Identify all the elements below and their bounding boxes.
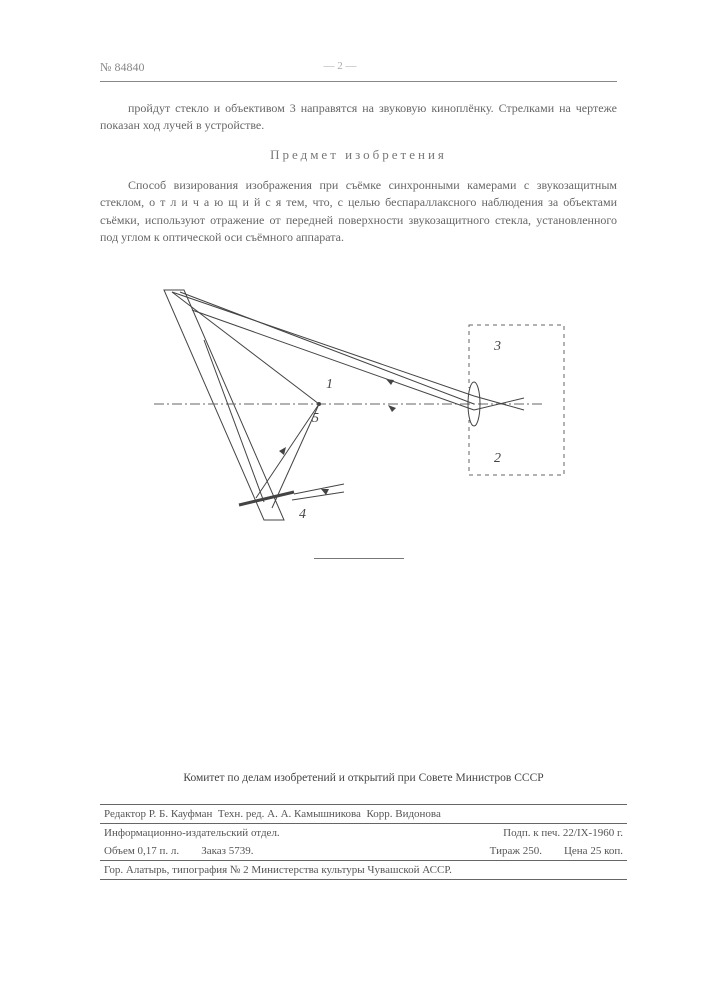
doc-number: № 84840 bbox=[100, 60, 617, 75]
arrowhead-1 bbox=[386, 379, 394, 385]
volume-order-cell: Объем 0,17 п. л. Заказ 5739. bbox=[100, 842, 416, 861]
diagram-label-5: 5 bbox=[312, 411, 319, 426]
diagram: 1 5 3 2 4 bbox=[100, 270, 617, 559]
diagram-label-4: 4 bbox=[299, 507, 306, 522]
ray-to-cross bbox=[172, 292, 319, 404]
diagram-label-2: 2 bbox=[494, 451, 501, 466]
rule-short bbox=[314, 558, 404, 559]
committee-line: Комитет по делам изобретений и открытий … bbox=[100, 772, 627, 784]
volume-text: Объем 0,17 п. л. bbox=[104, 845, 179, 857]
paragraph-claim: Способ визирования изображения при съёмк… bbox=[100, 177, 617, 247]
table-row: Информационно-издательский отдел. Подп. … bbox=[100, 824, 627, 843]
footer-block: Комитет по делам изобретений и открытий … bbox=[100, 772, 627, 880]
paragraph-claim-text: Способ визирования изображения при съёмк… bbox=[100, 178, 617, 244]
corrector-name: Корр. Видонова bbox=[366, 808, 440, 820]
print-date-cell: Подп. к печ. 22/IX-1960 г. bbox=[416, 824, 627, 843]
editor-cell: Редактор Р. Б. Кауфман Техн. ред. А. А. … bbox=[100, 805, 627, 824]
publisher-cell: Информационно-издательский отдел. bbox=[100, 824, 416, 843]
arrowhead-3 bbox=[279, 447, 286, 455]
editor-name: Редактор Р. Б. Кауфман bbox=[104, 808, 212, 820]
diagram-svg: 1 5 3 2 4 bbox=[144, 270, 574, 540]
table-row: Объем 0,17 п. л. Заказ 5739. Тираж 250. … bbox=[100, 842, 627, 861]
tirazh-price-cell: Тираж 250. Цена 25 коп. bbox=[416, 842, 627, 861]
tech-editor-name: Техн. ред. А. А. Камышникова bbox=[218, 808, 361, 820]
page-indicator: — 2 — bbox=[324, 60, 357, 72]
paragraph-intro-text: пройдут стекло и объективом 3 направятся… bbox=[100, 101, 617, 132]
ray-reflect-1 bbox=[256, 404, 319, 498]
rule-top bbox=[100, 81, 617, 82]
order-text: Заказ 5739. bbox=[201, 845, 253, 857]
table-row: Редактор Р. Б. Кауфман Техн. ред. А. А. … bbox=[100, 805, 627, 824]
arrowhead-2 bbox=[388, 405, 396, 412]
ray-upper-3 bbox=[192, 310, 474, 410]
eyepiece-ray-1 bbox=[294, 484, 344, 494]
table-row: Гор. Алатырь, типография № 2 Министерств… bbox=[100, 861, 627, 880]
diagram-label-3: 3 bbox=[493, 339, 501, 354]
imprint-table: Редактор Р. Б. Кауфман Техн. ред. А. А. … bbox=[100, 804, 627, 880]
page-root: № 84840 — 2 — пройдут стекло и объективо… bbox=[0, 0, 707, 1000]
ray-upper-1 bbox=[172, 292, 474, 396]
mirror-bar bbox=[239, 492, 294, 505]
tirazh-text: Тираж 250. bbox=[490, 845, 542, 857]
section-title: Предмет изобретения bbox=[100, 147, 617, 163]
typography-cell: Гор. Алатырь, типография № 2 Министерств… bbox=[100, 861, 627, 880]
ray-reflect-3 bbox=[204, 340, 264, 502]
diagram-label-1: 1 bbox=[326, 377, 333, 392]
price-text: Цена 25 коп. bbox=[564, 845, 623, 857]
paragraph-intro: пройдут стекло и объективом 3 направятся… bbox=[100, 100, 617, 135]
